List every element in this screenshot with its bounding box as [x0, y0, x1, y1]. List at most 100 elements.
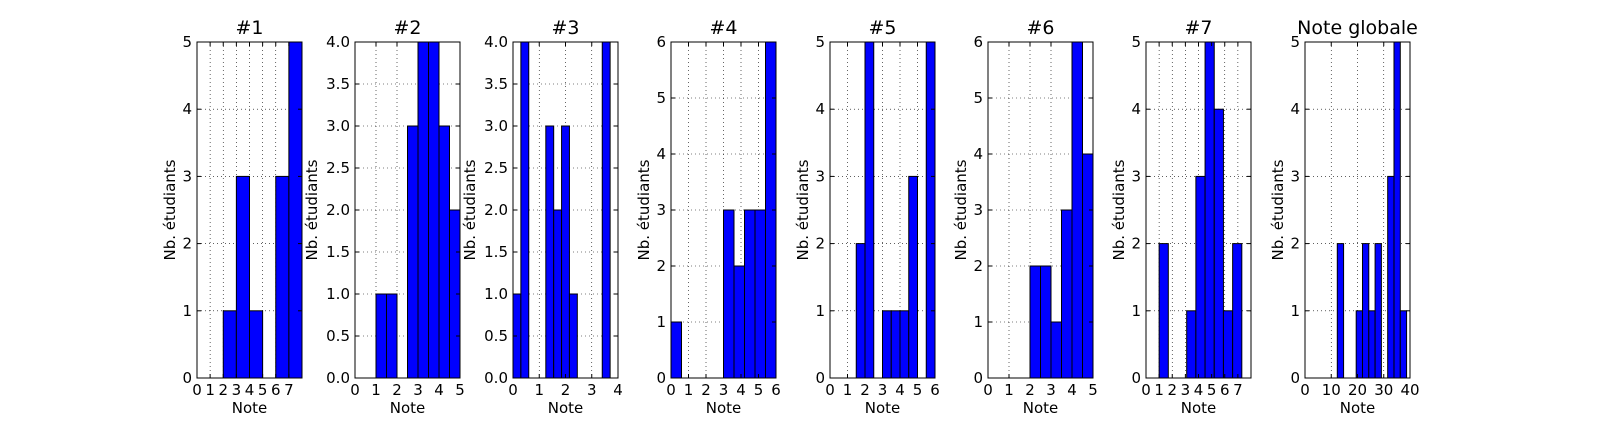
- histogram-bar: [288, 42, 302, 378]
- x-tick-label: 3: [1046, 381, 1056, 399]
- y-tick-label: 2: [656, 257, 666, 275]
- x-tick-label: 4: [1067, 381, 1077, 399]
- x-tick-label: 1: [205, 381, 215, 399]
- panel-title: #2: [393, 17, 421, 39]
- histogram-bar: [925, 42, 935, 378]
- x-tick-label: 0: [1141, 381, 1151, 399]
- x-tick-label: 6: [930, 381, 940, 399]
- x-tick-label: 2: [701, 381, 711, 399]
- panel-title: Note globale: [1297, 17, 1418, 39]
- bars-group: [222, 42, 302, 378]
- y-axis-label: Nb. étudiants: [635, 159, 653, 260]
- x-axis-label: Note: [390, 399, 426, 417]
- x-tick-label: 0: [983, 381, 993, 399]
- histogram-bar: [428, 42, 440, 378]
- histogram-bar: [222, 310, 237, 378]
- y-tick-label: 0: [815, 369, 825, 387]
- y-tick-label: 0.0: [326, 369, 350, 387]
- bars-group: [375, 42, 460, 378]
- x-tick-label: 3: [232, 381, 242, 399]
- x-tick-label: 5: [455, 381, 465, 399]
- bars-group: [513, 42, 611, 378]
- histogram-bar: [1050, 321, 1062, 378]
- x-tick-label: 5: [1207, 381, 1217, 399]
- bars-group: [1158, 42, 1243, 378]
- histogram-bar: [890, 310, 901, 378]
- y-tick-label: 3: [182, 167, 192, 185]
- y-tick-label: 4: [973, 145, 983, 163]
- histogram-bar: [908, 175, 918, 378]
- y-tick-label: 3: [973, 201, 983, 219]
- x-tick-label: 0: [350, 381, 360, 399]
- x-tick-label: 0: [1300, 381, 1310, 399]
- y-tick-label: 6: [973, 33, 983, 51]
- x-tick-label: 0: [508, 381, 518, 399]
- histogram-bar: [386, 293, 398, 378]
- y-tick-label: 0: [182, 369, 192, 387]
- y-tick-label: 1: [815, 302, 825, 320]
- x-tick-label: 4: [1194, 381, 1204, 399]
- histogram-bar: [671, 321, 682, 378]
- y-tick-label: 2: [1131, 235, 1141, 253]
- y-tick-label: 2.5: [484, 159, 508, 177]
- x-tick-label: 6: [271, 381, 281, 399]
- x-tick-label: 0: [192, 381, 202, 399]
- x-tick-label: 0: [666, 381, 676, 399]
- x-axis-label: Note: [1340, 399, 1376, 417]
- x-tick-label: 3: [719, 381, 729, 399]
- y-tick-label: 3.5: [484, 75, 508, 93]
- histogram-bar: [1374, 243, 1382, 378]
- y-tick-label: 2: [1290, 235, 1300, 253]
- x-tick-label: 5: [754, 381, 764, 399]
- x-tick-label: 2: [392, 381, 402, 399]
- x-tick-label: 30: [1374, 381, 1393, 399]
- y-tick-label: 1.5: [326, 243, 350, 261]
- x-tick-label: 1: [371, 381, 381, 399]
- x-tick-label: 1: [843, 381, 853, 399]
- x-tick-label: 2: [561, 381, 571, 399]
- y-axis-label: Nb. étudiants: [794, 159, 812, 260]
- histogram-bar: [375, 293, 387, 378]
- x-tick-label: 4: [245, 381, 255, 399]
- histogram-bar: [1029, 265, 1041, 378]
- histogram-bar: [449, 209, 460, 378]
- histogram-bar: [1232, 243, 1243, 378]
- histogram-bar: [855, 243, 866, 378]
- x-tick-label: 6: [771, 381, 781, 399]
- histogram-bar: [249, 310, 264, 378]
- histogram-bar: [765, 42, 776, 378]
- y-tick-label: 0: [1290, 369, 1300, 387]
- y-tick-label: 5: [656, 89, 666, 107]
- bars-group: [1029, 42, 1093, 378]
- histogram-bar: [1071, 42, 1083, 378]
- y-tick-label: 2: [182, 235, 192, 253]
- y-tick-label: 1.5: [484, 243, 508, 261]
- histogram-bar: [733, 265, 745, 378]
- y-tick-label: 6: [656, 33, 666, 51]
- y-tick-label: 4: [182, 100, 192, 118]
- histogram-bar: [744, 209, 756, 378]
- y-tick-label: 3: [656, 201, 666, 219]
- y-axis-label: Nb. étudiants: [303, 159, 321, 260]
- histogram-bar: [568, 293, 578, 378]
- y-tick-label: 5: [815, 33, 825, 51]
- y-tick-label: 3: [1290, 167, 1300, 185]
- y-tick-label: 4: [656, 145, 666, 163]
- x-tick-label: 2: [1167, 381, 1177, 399]
- x-tick-label: 3: [587, 381, 597, 399]
- x-tick-label: 2: [1025, 381, 1035, 399]
- y-tick-label: 1: [1131, 302, 1141, 320]
- x-axis-label: Note: [548, 399, 584, 417]
- x-tick-label: 5: [1088, 381, 1098, 399]
- histogram-bar: [899, 310, 910, 378]
- y-tick-label: 2.0: [484, 201, 508, 219]
- x-tick-label: 5: [258, 381, 268, 399]
- histogram-bar: [1336, 243, 1345, 378]
- x-tick-label: 5: [913, 381, 923, 399]
- y-tick-label: 1.0: [326, 285, 350, 303]
- y-tick-label: 1: [1290, 302, 1300, 320]
- x-tick-label: 20: [1348, 381, 1367, 399]
